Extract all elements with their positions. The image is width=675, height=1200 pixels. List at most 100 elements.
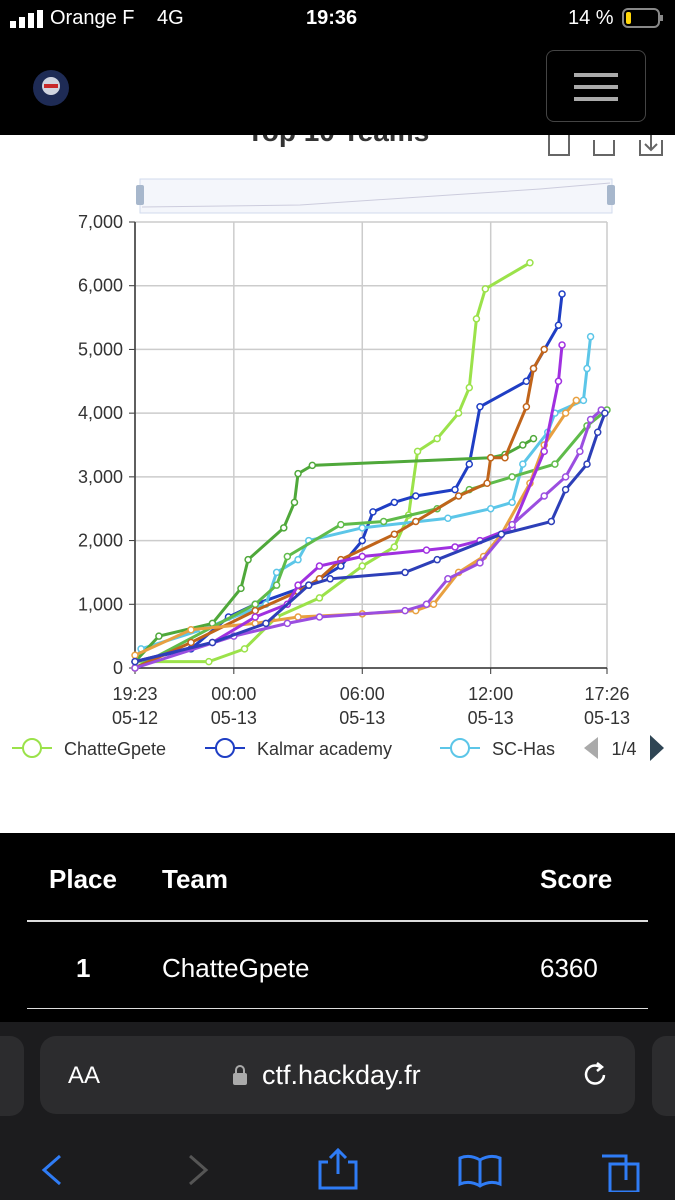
- data-point: [240, 645, 249, 653]
- score-cell: 6360: [540, 953, 598, 983]
- y-tick-label: 6,000: [78, 276, 123, 296]
- x-tick-label: 06:00 05-13: [339, 684, 385, 728]
- data-point: [251, 613, 259, 621]
- header-rule: [27, 920, 648, 922]
- restore-tool[interactable]: [593, 140, 615, 156]
- data-point: [522, 403, 531, 411]
- data-point: [508, 473, 516, 481]
- data-point: [601, 409, 609, 417]
- bookmarks-button[interactable]: [458, 1154, 502, 1188]
- data-point: [412, 492, 420, 500]
- data-point: [540, 447, 548, 456]
- forward-button[interactable]: [189, 1154, 209, 1186]
- data-point: [272, 581, 281, 589]
- data-point: [522, 377, 531, 386]
- x-tick-line: 17:26: [584, 684, 629, 704]
- x-tick-line: 12:00: [468, 684, 513, 704]
- data-point: [483, 479, 491, 487]
- data-point: [526, 259, 534, 267]
- text-size-button[interactable]: AA: [68, 1062, 101, 1089]
- battery-icon: [622, 8, 663, 28]
- data-point: [251, 600, 259, 609]
- data-point: [358, 524, 367, 532]
- y-tick-label: 4,000: [78, 403, 123, 423]
- data-point: [290, 498, 299, 507]
- data-point: [390, 530, 399, 538]
- x-tick-line: 05-13: [468, 708, 514, 728]
- data-point: [558, 341, 566, 349]
- data-point: [337, 562, 345, 570]
- site-logo[interactable]: [30, 66, 72, 110]
- data-point: [529, 364, 538, 373]
- back-button[interactable]: [41, 1154, 61, 1186]
- legend-label: SC-Has: [492, 739, 555, 759]
- data-point: [586, 332, 595, 341]
- data-point: [444, 575, 452, 583]
- data-point: [561, 485, 570, 494]
- data-point: [369, 508, 377, 516]
- data-point: [454, 492, 463, 500]
- data-point: [451, 543, 459, 551]
- prev-tab[interactable]: [0, 1036, 24, 1116]
- legend-item[interactable]: Kalmar academy: [205, 738, 392, 759]
- x-tick-line: 00:00: [211, 684, 256, 704]
- legend-prev[interactable]: [584, 737, 598, 759]
- data-point: [551, 460, 559, 468]
- series: [131, 409, 609, 666]
- series-line: [134, 408, 608, 670]
- data-point: [131, 664, 139, 672]
- data-point: [251, 606, 259, 615]
- toolbar: [41, 1147, 640, 1192]
- battery-level: 14 %: [568, 7, 614, 29]
- hamburger-icon: [574, 73, 618, 101]
- x-tick-label: 12:00 05-13: [468, 684, 514, 728]
- data-point: [501, 453, 509, 462]
- data-point: [465, 460, 474, 468]
- data-point: [561, 473, 570, 481]
- data-point: [208, 638, 217, 647]
- series-line: [134, 348, 546, 670]
- data-point: [358, 536, 367, 545]
- next-tab[interactable]: [652, 1036, 675, 1116]
- x-tick-line: 06:00: [340, 684, 385, 704]
- data-point: [390, 543, 399, 551]
- data-point: [476, 559, 484, 567]
- data-point: [519, 441, 527, 449]
- toolbox: [548, 135, 663, 156]
- address-bar[interactable]: AA ctf.hackday.fr: [40, 1036, 635, 1114]
- data-point: [481, 285, 490, 293]
- zoom-tool[interactable]: [548, 135, 570, 156]
- legend-item[interactable]: SC-Has: [440, 738, 555, 759]
- y-tick-label: 1,000: [78, 594, 123, 614]
- data-point: [444, 514, 452, 523]
- data-point: [304, 581, 313, 589]
- data-point: [554, 321, 563, 329]
- data-zoom[interactable]: [136, 178, 615, 214]
- share-button[interactable]: [318, 1147, 358, 1190]
- save-tool[interactable]: [639, 135, 663, 156]
- x-tick-label: 19:23 05-12: [112, 684, 158, 728]
- reload-button[interactable]: [580, 1060, 610, 1090]
- x-tick-line: 05-13: [339, 708, 385, 728]
- data-point: [337, 520, 345, 529]
- data-point: [379, 517, 388, 526]
- data-point: [280, 524, 288, 532]
- data-point: [155, 632, 163, 640]
- y-tick-label: 0: [113, 658, 123, 678]
- data-point: [283, 552, 292, 561]
- x-tick-line: 05-13: [211, 708, 257, 728]
- team-cell[interactable]: ChatteGpete: [162, 953, 310, 983]
- data-point: [401, 606, 409, 615]
- legend-next[interactable]: [650, 735, 664, 761]
- data-point: [476, 403, 484, 411]
- legend-item[interactable]: ChatteGpete: [12, 738, 166, 759]
- header-place: Place: [49, 864, 117, 894]
- data-point: [433, 555, 441, 564]
- tabs-button[interactable]: [602, 1154, 640, 1192]
- x-tick-label: 00:00 05-13: [211, 684, 257, 728]
- data-point: [529, 434, 538, 443]
- y-tick-label: 3,000: [78, 467, 123, 487]
- data-point: [283, 619, 292, 628]
- menu-button[interactable]: [546, 50, 646, 122]
